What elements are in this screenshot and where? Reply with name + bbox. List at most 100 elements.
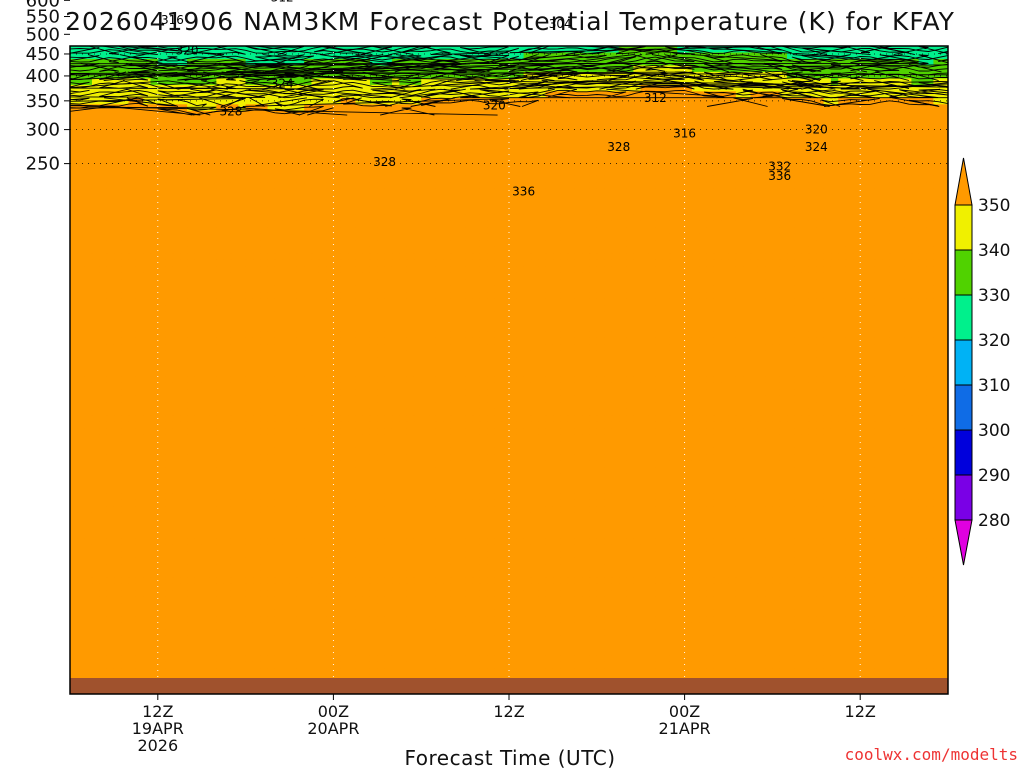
field-cell	[304, 175, 313, 183]
field-cell	[70, 136, 78, 144]
field-cell	[179, 240, 188, 248]
field-cell	[413, 58, 422, 67]
field-cell	[545, 279, 554, 287]
field-cell	[245, 46, 254, 54]
field-cell	[852, 71, 861, 79]
field-cell	[326, 117, 334, 125]
field-cell	[157, 201, 166, 209]
field-cell	[765, 214, 773, 222]
field-cell	[552, 143, 561, 151]
field-cell	[874, 208, 883, 216]
field-cell	[582, 253, 591, 261]
field-cell	[882, 214, 891, 222]
field-cell	[348, 149, 356, 157]
field-cell	[765, 117, 773, 125]
field-cell	[70, 272, 78, 280]
field-cell	[787, 136, 795, 144]
field-cell	[84, 58, 93, 67]
field-cell	[560, 195, 569, 203]
field-cell	[538, 143, 547, 151]
field-cell	[260, 311, 269, 319]
field-cell	[896, 123, 905, 131]
field-cell	[735, 266, 744, 274]
field-cell	[428, 227, 437, 235]
field-cell	[121, 201, 130, 209]
field-cell	[77, 272, 86, 280]
field-cell	[223, 220, 232, 229]
field-cell	[348, 143, 356, 151]
field-cell	[209, 188, 217, 196]
field-cell	[413, 272, 422, 280]
field-cell	[399, 311, 408, 319]
field-cell	[457, 162, 466, 170]
field-cell	[179, 208, 188, 216]
field-cell	[896, 220, 905, 229]
field-cell	[648, 104, 656, 112]
field-cell	[384, 169, 393, 177]
field-cell	[252, 259, 261, 267]
field-cell	[735, 233, 744, 241]
field-cell	[143, 253, 152, 261]
field-cell	[904, 305, 913, 313]
field-cell	[121, 130, 130, 138]
field-cell	[662, 201, 671, 209]
field-cell	[516, 292, 525, 300]
field-cell	[618, 97, 627, 105]
field-cell	[706, 240, 715, 248]
field-cell	[691, 240, 700, 248]
field-cell	[830, 91, 839, 99]
field-cell	[896, 117, 905, 125]
field-cell	[918, 246, 927, 254]
field-cell	[801, 292, 810, 300]
field-cell	[640, 169, 649, 177]
field-cell	[128, 149, 137, 157]
field-cell	[523, 188, 532, 196]
field-cell	[940, 182, 948, 190]
field-cell	[223, 97, 232, 105]
field-cell	[223, 110, 232, 118]
field-cell	[165, 78, 174, 86]
field-cell	[282, 188, 291, 196]
field-cell	[648, 272, 656, 280]
field-cell	[187, 233, 195, 241]
field-cell	[150, 52, 159, 60]
field-cell	[106, 188, 115, 196]
field-cell	[677, 214, 686, 222]
field-cell	[648, 279, 656, 287]
field-cell	[926, 208, 934, 216]
field-cell	[830, 214, 839, 222]
field-cell	[406, 110, 415, 118]
field-cell	[457, 292, 466, 300]
field-cell	[472, 298, 481, 306]
field-cell	[794, 292, 803, 300]
field-cell	[750, 149, 759, 157]
field-cell	[552, 298, 561, 306]
field-cell	[355, 162, 364, 170]
field-cell	[428, 136, 437, 144]
field-cell	[750, 208, 759, 216]
field-cell	[84, 136, 93, 144]
field-cell	[194, 182, 203, 190]
field-cell	[179, 149, 188, 157]
field-cell	[391, 227, 400, 235]
field-cell	[187, 292, 195, 300]
field-cell	[538, 201, 547, 209]
field-cell	[706, 162, 715, 170]
field-cell	[172, 298, 181, 306]
field-cell	[179, 220, 188, 229]
field-cell	[530, 52, 539, 60]
field-cell	[801, 227, 810, 235]
field-cell	[143, 110, 152, 118]
field-cell	[743, 208, 752, 216]
field-cell	[304, 285, 313, 293]
field-cell	[216, 162, 225, 170]
field-cell	[201, 201, 210, 209]
field-cell	[611, 52, 620, 60]
field-cell	[713, 130, 722, 138]
field-cell	[801, 279, 810, 287]
field-cell	[830, 143, 839, 151]
field-cell	[223, 136, 232, 144]
field-cell	[706, 182, 715, 190]
field-cell	[743, 246, 752, 254]
field-cell	[413, 123, 422, 131]
